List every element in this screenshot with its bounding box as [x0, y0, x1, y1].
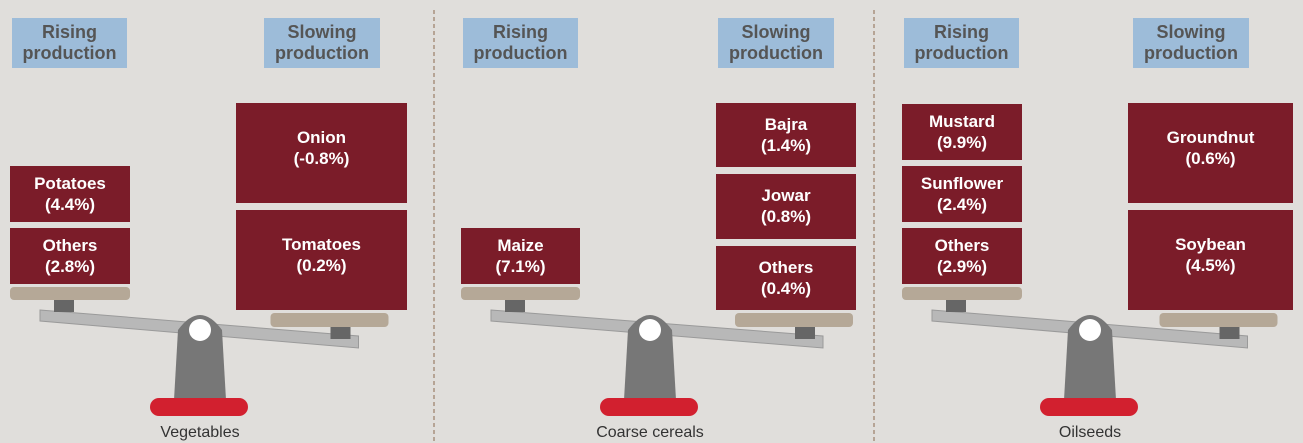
box-text: (1.4%): [760, 136, 812, 156]
pan-post: [946, 300, 966, 312]
box-text: Jowar: [761, 186, 811, 206]
box-text: Maize: [497, 236, 544, 255]
slowing-header: Slowing production: [264, 18, 380, 68]
box-text: (2.4%): [936, 195, 988, 214]
box-text: (7.1%): [495, 257, 546, 276]
pan: [461, 287, 580, 300]
pivot: [189, 319, 211, 341]
box-text: (4.5%): [1185, 256, 1236, 275]
panel-title: Vegetables: [160, 424, 240, 441]
box-text: Bajra: [764, 115, 808, 135]
pan-post: [505, 300, 525, 312]
item-box: Potatoes (4.4%): [10, 166, 130, 222]
box-text: (0.8%): [760, 207, 812, 227]
item-box: Onion (-0.8%): [236, 103, 407, 203]
fulcrum: [1064, 315, 1116, 400]
panel-title: Oilseeds: [1058, 424, 1122, 441]
slowing-header: Slowing production: [718, 18, 834, 68]
pan: [902, 287, 1022, 300]
box-text: (0.4%): [760, 278, 812, 298]
rising-header: Rising production: [12, 18, 127, 68]
pan: [10, 287, 130, 300]
box-text: (0.6%): [1185, 149, 1236, 168]
item-box: Others (0.4%): [716, 245, 856, 310]
item-box: Bajra (1.4%): [716, 103, 856, 168]
box-text: Others: [42, 236, 98, 255]
pan: [735, 313, 853, 327]
item-box: Mustard (9.9%): [902, 104, 1022, 160]
base: [600, 398, 698, 416]
box-text: Soybean: [1175, 235, 1246, 254]
base: [150, 398, 248, 416]
box-text: (2.8%): [44, 257, 96, 276]
pivot: [1079, 319, 1101, 341]
pan-post: [330, 327, 351, 339]
pan-post: [54, 300, 74, 312]
box-text: Tomatoes: [281, 235, 362, 254]
box-text: (4.4%): [44, 195, 96, 214]
rising-header: Rising production: [463, 18, 578, 68]
pivot: [639, 319, 661, 341]
item-box: Tomatoes (0.2%): [236, 210, 407, 310]
item-box: Others (2.9%): [902, 228, 1022, 284]
pan-post: [1219, 327, 1240, 339]
slowing-header: Slowing production: [1133, 18, 1249, 68]
item-box: Others (2.8%): [10, 228, 130, 284]
item-box: Maize (7.1%): [461, 228, 580, 284]
pan: [1159, 313, 1278, 327]
box-text: Sunflower: [920, 174, 1004, 193]
box-text: (2.9%): [936, 257, 988, 276]
box-text: (0.2%): [296, 256, 347, 275]
box-text: Potatoes: [34, 174, 106, 193]
panel-title: Coarse cereals: [596, 424, 704, 441]
base: [1040, 398, 1138, 416]
item-box: Sunflower (2.4%): [902, 166, 1022, 222]
item-box: Jowar (0.8%): [716, 174, 856, 239]
pan: [270, 313, 389, 327]
item-box: Groundnut (0.6%): [1128, 103, 1293, 203]
box-text: Groundnut: [1166, 128, 1255, 147]
fulcrum: [624, 315, 676, 400]
item-box: Soybean (4.5%): [1128, 210, 1293, 310]
box-text: Others: [758, 257, 814, 277]
box-text: Onion: [296, 128, 347, 147]
box-text: Others: [934, 236, 990, 255]
box-text: (9.9%): [936, 133, 988, 152]
rising-header: Rising production: [904, 18, 1019, 68]
fulcrum: [174, 315, 226, 400]
pan-post: [795, 327, 815, 339]
box-text: (-0.8%): [293, 149, 350, 168]
box-text: Mustard: [928, 112, 996, 131]
